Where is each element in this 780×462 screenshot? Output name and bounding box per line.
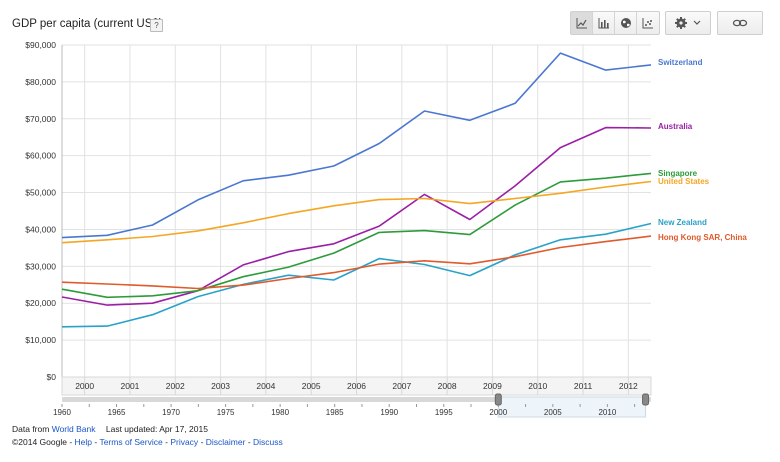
y-tick-label: $50,000	[25, 188, 56, 198]
timeline-end-handle[interactable]	[642, 393, 650, 406]
series-line-switzerland	[61, 52, 652, 239]
y-tick-label: $90,000	[25, 40, 56, 50]
y-tick-label: $20,000	[25, 298, 56, 308]
timeline-label: 2000	[489, 408, 507, 417]
y-tick-label: $40,000	[25, 224, 56, 234]
timeline-label: 1995	[435, 408, 453, 417]
x-tick-label: 2001	[121, 381, 140, 391]
gear-icon	[675, 17, 687, 29]
timeline-label: 1980	[271, 408, 289, 417]
settings-menu[interactable]	[665, 11, 711, 35]
legend-label: New Zealand	[658, 218, 707, 227]
link-button[interactable]	[717, 11, 763, 35]
discuss-link[interactable]: Discuss	[253, 437, 283, 447]
timeline-selection	[497, 396, 647, 418]
source-line: Data from World Bank Last updated: Apr 1…	[12, 424, 208, 434]
y-tick-label: $80,000	[25, 77, 56, 87]
timeline-label: 1970	[162, 408, 180, 417]
page-title: GDP per capita (current US$)	[12, 18, 163, 30]
y-tick-label: $10,000	[25, 335, 56, 345]
y-tick-label: $60,000	[25, 151, 56, 161]
series-line-united-states	[61, 180, 652, 244]
series-line-singapore	[61, 172, 652, 299]
legend-label: Australia	[658, 122, 693, 131]
copyright-line: ©2014 Google - Help - Terms of Service -…	[12, 437, 283, 447]
series-line-australia	[61, 126, 652, 306]
help-icon[interactable]: ?	[150, 19, 163, 32]
x-tick-label: 2008	[438, 381, 457, 391]
x-tick-label: 2012	[619, 381, 638, 391]
series-line-new-zealand	[61, 222, 652, 328]
legend-label: Switzerland	[658, 58, 703, 67]
x-tick-label: 2000	[75, 381, 94, 391]
x-tick-label: 2006	[347, 381, 366, 391]
x-tick-label: 2004	[256, 381, 275, 391]
bar-chart-button[interactable]	[593, 12, 615, 34]
link-icon	[732, 19, 748, 27]
copyright: ©2014 Google	[12, 437, 67, 447]
help-link[interactable]: Help	[74, 437, 93, 447]
timeline-start-handle[interactable]	[494, 393, 502, 406]
chevron-down-icon	[693, 20, 701, 25]
world-bank-link[interactable]: World Bank	[51, 424, 96, 434]
data-from-label: Data from	[12, 424, 50, 434]
globe-icon	[620, 18, 631, 28]
timeline-label: 1960	[53, 408, 71, 417]
y-tick-label: $0	[47, 372, 57, 382]
timeline-label: 1985	[326, 408, 344, 417]
bar-chart-icon	[598, 18, 609, 29]
x-tick-label: 2005	[302, 381, 321, 391]
chart-type-toolbar	[570, 11, 660, 35]
x-tick-label: 2010	[528, 381, 547, 391]
terms-link[interactable]: Terms of Service	[99, 437, 163, 447]
timeline-label: 1965	[108, 408, 126, 417]
x-tick-label: 2007	[392, 381, 411, 391]
timeline-label: 1990	[380, 408, 398, 417]
line-chart-button[interactable]	[571, 12, 593, 34]
x-tick-label: 2002	[166, 381, 185, 391]
x-tick-label: 2009	[483, 381, 502, 391]
line-chart-icon	[576, 18, 587, 29]
y-tick-label: $30,000	[25, 261, 56, 271]
map-button[interactable]	[615, 12, 637, 34]
x-tick-label: 2011	[574, 381, 593, 391]
y-tick-label: $70,000	[25, 114, 56, 124]
scatter-button[interactable]	[637, 12, 659, 34]
x-tick-label: 2003	[211, 381, 230, 391]
legend-label: Singapore	[658, 169, 698, 178]
legend-label: United States	[658, 177, 710, 186]
timeline-label: 2005	[544, 408, 562, 417]
series-line-hong-kong-sar-china	[61, 235, 652, 290]
legend-label: Hong Kong SAR, China	[658, 233, 747, 242]
scatter-chart-icon	[642, 18, 653, 29]
disclaimer-link[interactable]: Disclaimer	[205, 437, 246, 447]
last-updated: Last updated: Apr 17, 2015	[105, 424, 208, 434]
timeline-label: 1975	[217, 408, 235, 417]
timeline-label: 2010	[598, 408, 616, 417]
privacy-link[interactable]: Privacy	[170, 437, 199, 447]
